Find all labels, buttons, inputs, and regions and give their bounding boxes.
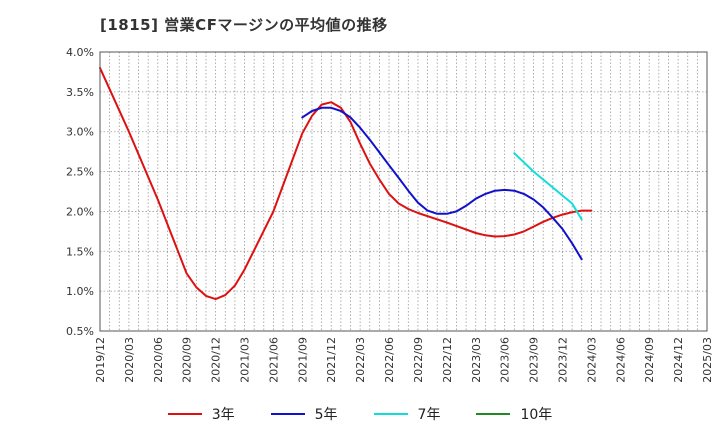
x-tick-label: 2024/12: [672, 337, 685, 383]
y-tick-label: 4.0%: [66, 46, 94, 59]
legend-swatch: [167, 413, 202, 415]
x-tick-label: 2024/06: [614, 337, 627, 383]
x-tick-label: 2023/03: [470, 337, 483, 383]
legend-swatch: [270, 413, 305, 415]
legend-label: 7年: [417, 407, 441, 423]
x-tick-label: 2020/06: [152, 337, 165, 383]
legend-swatch: [476, 413, 511, 415]
legend-item: 10年: [476, 402, 552, 426]
series-line-7年: [513, 152, 583, 221]
x-tick-label: 2020/09: [181, 337, 194, 383]
series-line-3年: [99, 66, 593, 301]
x-tick-label: 2019/12: [94, 337, 107, 383]
x-tick-label: 2022/06: [383, 337, 396, 383]
x-tick-label: 2020/03: [123, 337, 136, 383]
y-tick-label: 3.0%: [66, 126, 94, 139]
y-tick-label: 1.0%: [66, 285, 94, 298]
x-tick-label: 2024/03: [585, 337, 598, 383]
legend-swatch: [373, 413, 408, 415]
x-tick-label: 2022/09: [412, 337, 425, 383]
plot-border: [99, 51, 708, 332]
series-line-5年: [301, 106, 583, 261]
legend-item: 3年: [167, 402, 235, 426]
y-tick-label: 2.0%: [66, 205, 94, 218]
y-tick-label: 0.5%: [66, 325, 94, 338]
x-tick-label: 2021/12: [325, 337, 338, 383]
x-tick-label: 2020/12: [210, 337, 223, 383]
y-tick-label: 1.5%: [66, 245, 94, 258]
chart-title: [1815] 営業CFマージンの平均値の推移: [100, 16, 388, 34]
legend-label: 10年: [520, 407, 553, 423]
legend-label: 3年: [211, 407, 235, 423]
x-tick-label: 2025/03: [701, 337, 714, 383]
x-tick-label: 2023/12: [556, 337, 569, 383]
x-tick-label: 2022/03: [354, 337, 367, 383]
x-tick-label: 2022/12: [441, 337, 454, 383]
x-tick-label: 2021/06: [267, 337, 280, 383]
chart-legend: 3年 5年 7年 10年: [0, 402, 720, 426]
x-tick-label: 2023/06: [499, 337, 512, 383]
x-tick-label: 2021/03: [239, 337, 252, 383]
x-tick-label: 2024/09: [643, 337, 656, 383]
y-tick-label: 3.5%: [66, 86, 94, 99]
legend-label: 5年: [314, 407, 338, 423]
legend-item: 7年: [373, 402, 441, 426]
x-tick-label: 2023/09: [528, 337, 541, 383]
legend-item: 5年: [270, 402, 338, 426]
x-tick-label: 2021/09: [296, 337, 309, 383]
y-tick-label: 2.5%: [66, 166, 94, 179]
